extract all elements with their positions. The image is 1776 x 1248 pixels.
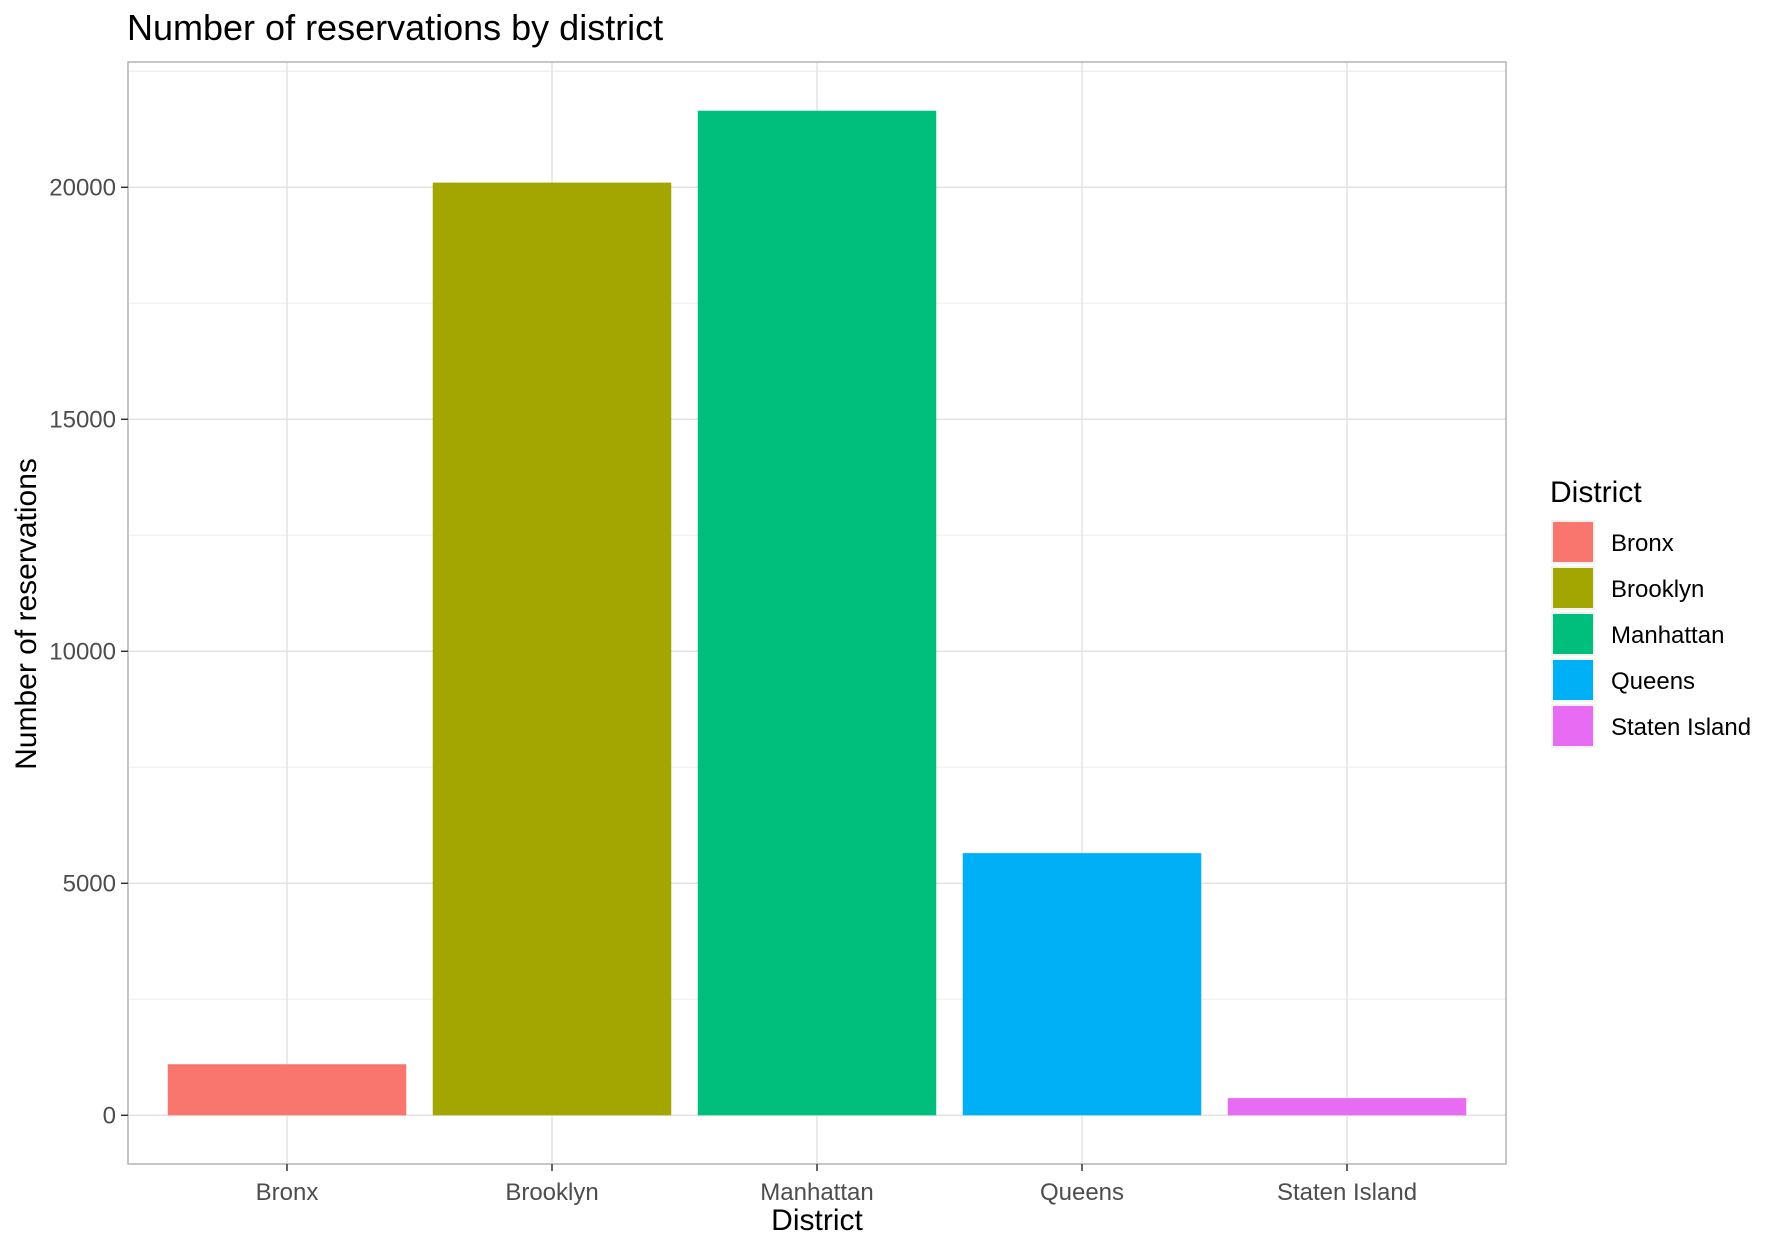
- y-tick-label: 0: [103, 1102, 116, 1129]
- legend: District Bronx Brooklyn Manhattan Queens Sta…: [1550, 476, 1751, 748]
- y-axis-ticks: 0 5000 10000 15000 20000: [49, 174, 128, 1129]
- bar-bronx: [167, 1064, 407, 1116]
- y-axis-title: Number of reservations: [10, 458, 43, 770]
- bar-brooklyn: [432, 182, 672, 1116]
- legend-swatch-bronx: [1553, 522, 1593, 562]
- x-tick-label: Queens: [1040, 1179, 1124, 1206]
- x-axis-title: District: [771, 1204, 863, 1237]
- x-tick-label: Brooklyn: [505, 1179, 598, 1206]
- y-tick-label: 15000: [49, 406, 116, 433]
- legend-items: Bronx Brooklyn Manhattan Queens Staten Islan…: [1551, 520, 1751, 748]
- legend-swatch-brooklyn: [1553, 568, 1593, 608]
- y-tick-label: 5000: [63, 870, 116, 897]
- legend-swatch-staten-island: [1553, 706, 1593, 746]
- bar-queens: [962, 853, 1202, 1116]
- chart-title: Number of reservations by district: [127, 7, 663, 48]
- bars: [167, 110, 1467, 1116]
- bar-staten-island: [1227, 1098, 1467, 1116]
- legend-label: Brooklyn: [1611, 576, 1704, 603]
- legend-swatch-queens: [1553, 660, 1593, 700]
- legend-label: Bronx: [1611, 530, 1674, 557]
- x-tick-label: Bronx: [256, 1179, 319, 1206]
- x-axis-ticks: Bronx Brooklyn Manhattan Queens Staten Islan…: [256, 1164, 1417, 1206]
- legend-label: Staten Island: [1611, 714, 1751, 741]
- y-tick-label: 20000: [49, 174, 116, 201]
- legend-label: Manhattan: [1611, 622, 1724, 649]
- bar-manhattan: [697, 110, 937, 1116]
- legend-title: District: [1550, 476, 1642, 509]
- legend-swatch-manhattan: [1553, 614, 1593, 654]
- x-tick-label: Manhattan: [760, 1179, 873, 1206]
- x-tick-label: Staten Island: [1277, 1179, 1417, 1206]
- y-tick-label: 10000: [49, 638, 116, 665]
- legend-label: Queens: [1611, 668, 1695, 695]
